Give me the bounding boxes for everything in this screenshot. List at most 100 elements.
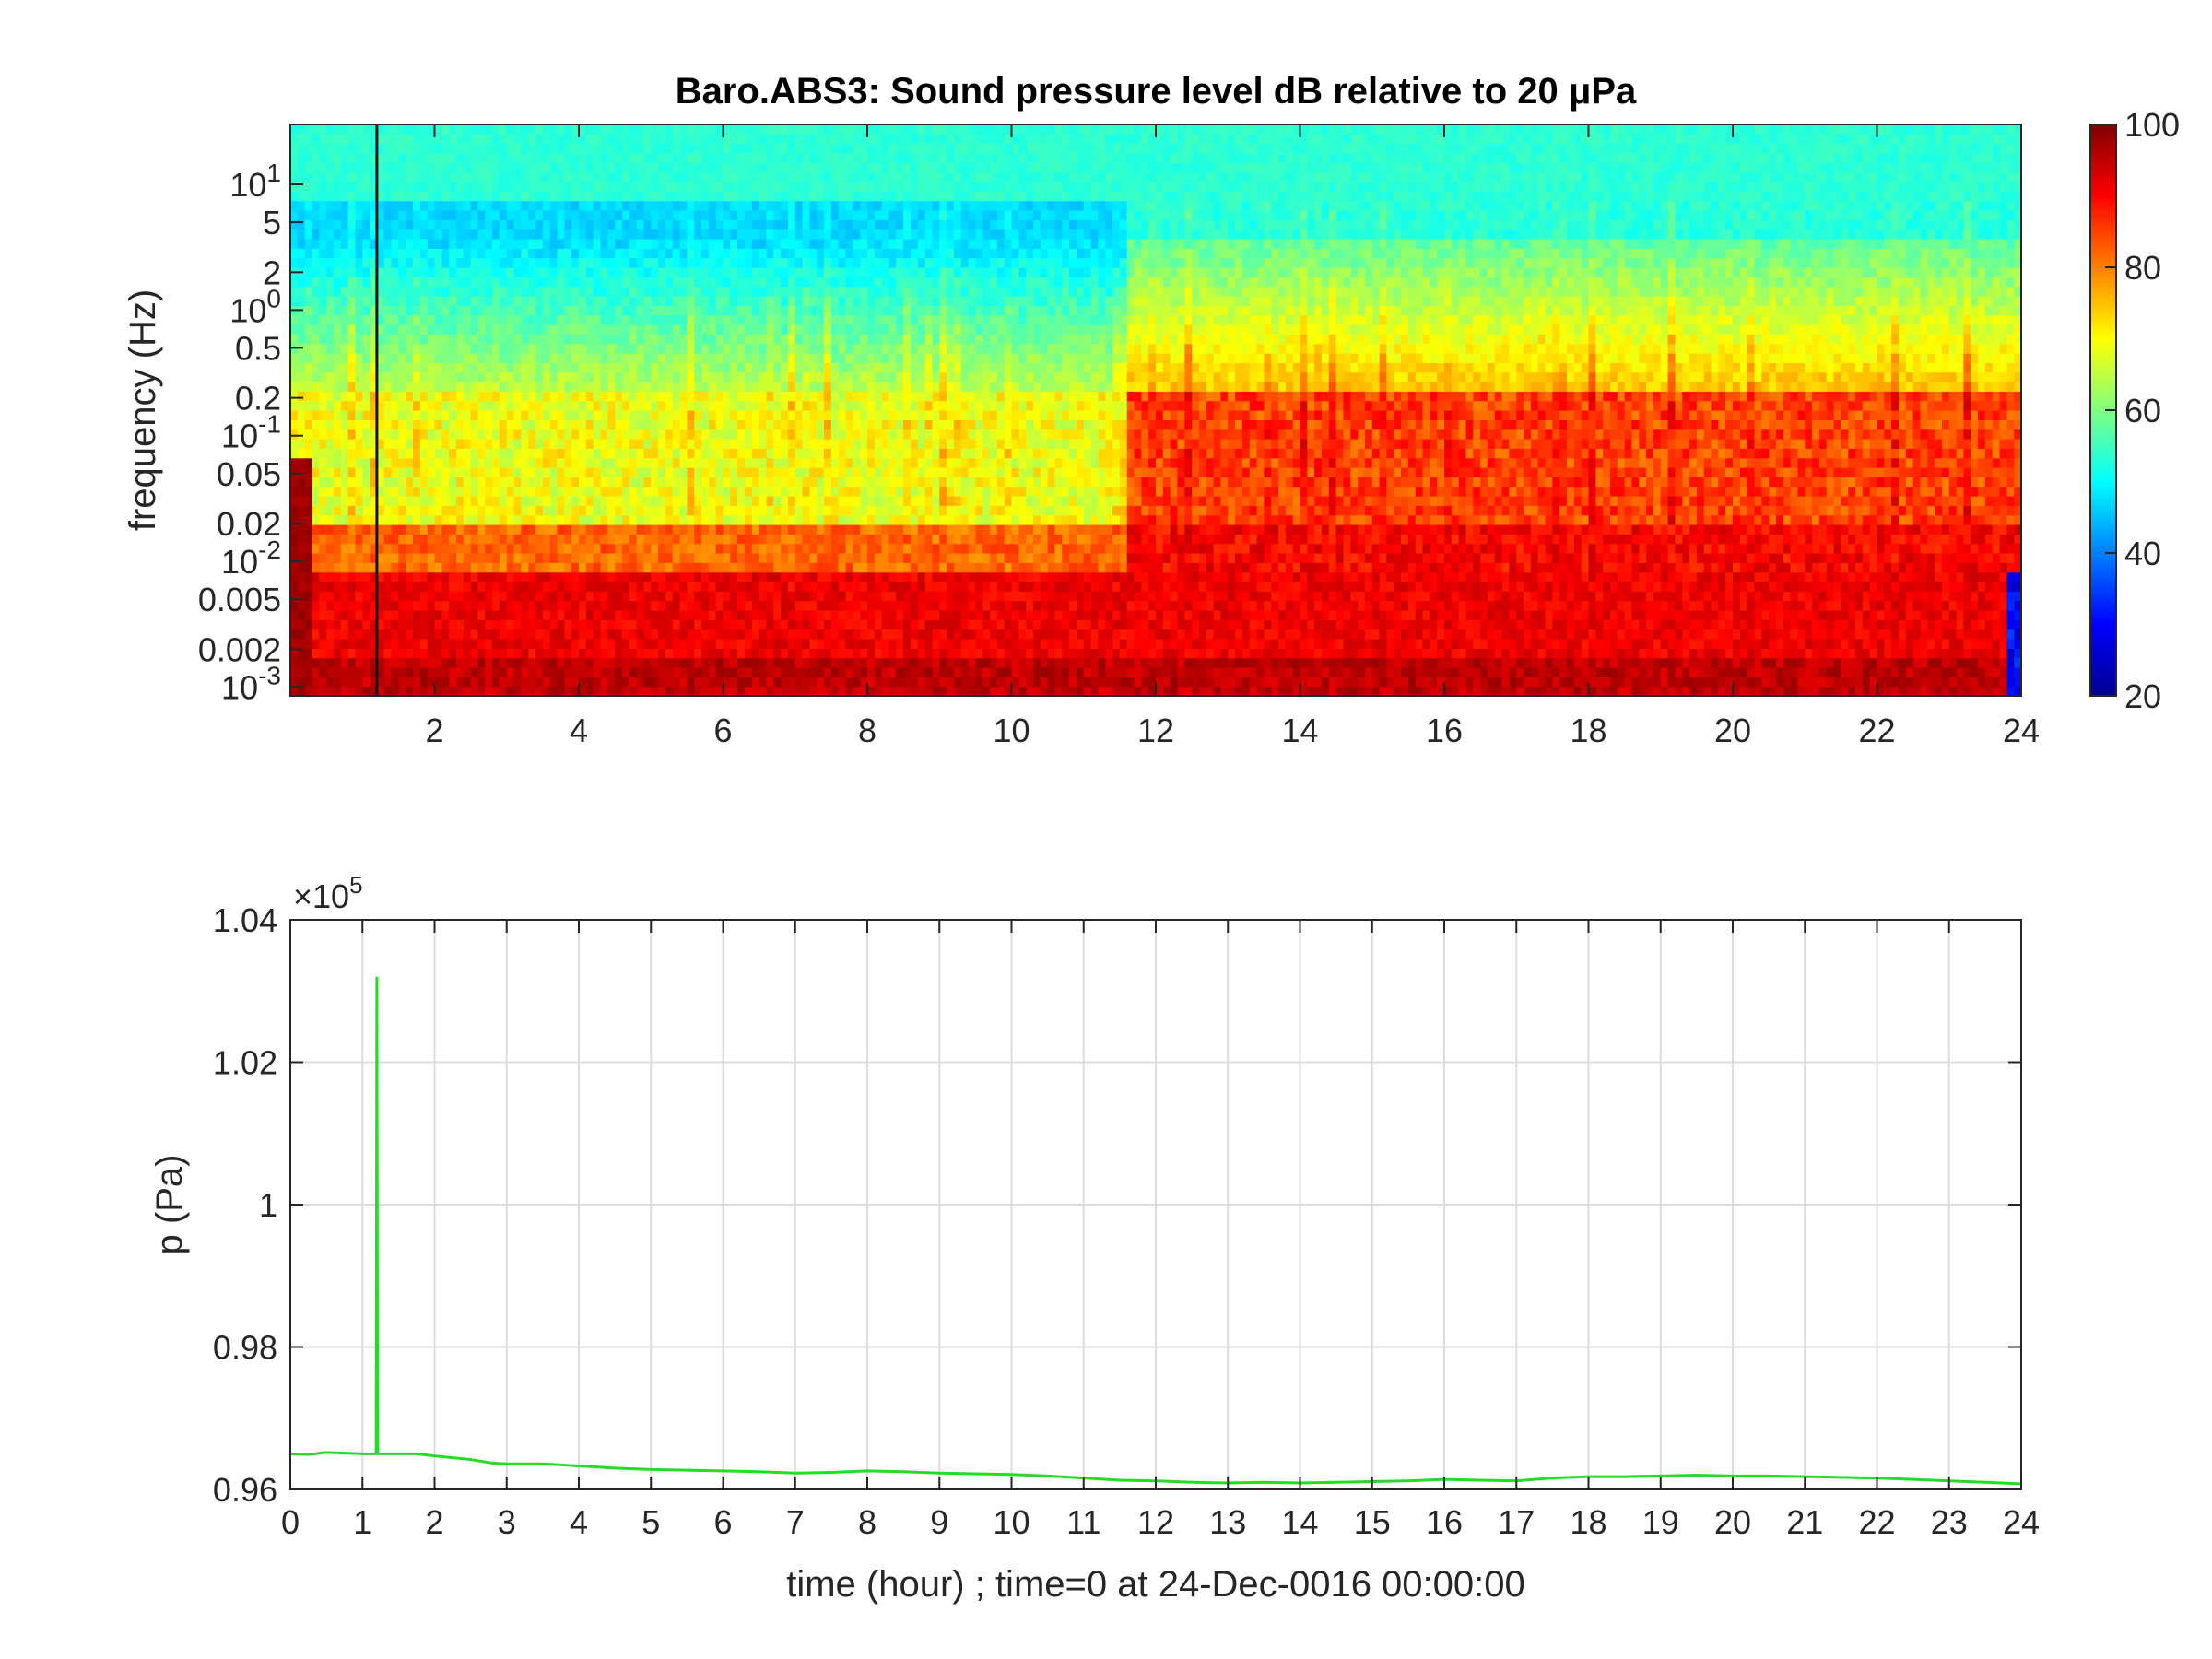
heatmap-cell bbox=[737, 334, 746, 345]
heatmap-cell bbox=[549, 239, 559, 249]
heatmap-cell bbox=[376, 182, 385, 192]
heatmap-cell bbox=[319, 514, 327, 525]
heatmap-cell bbox=[853, 219, 861, 230]
heatmap-cell bbox=[557, 562, 565, 573]
heatmap-cell bbox=[434, 305, 442, 316]
heatmap-cell bbox=[441, 286, 450, 297]
heatmap-cell bbox=[333, 134, 342, 145]
heatmap-cell bbox=[723, 257, 731, 268]
heatmap-cell bbox=[658, 182, 666, 192]
heatmap-cell bbox=[874, 286, 883, 297]
heatmap-cell bbox=[557, 448, 565, 459]
heatmap-cell bbox=[830, 571, 840, 582]
heatmap-cell bbox=[579, 677, 587, 688]
heatmap-cell bbox=[549, 629, 559, 640]
heatmap-cell bbox=[867, 505, 876, 516]
heatmap-cell bbox=[492, 162, 500, 173]
heatmap-cell bbox=[773, 229, 782, 240]
heatmap-cell bbox=[557, 524, 565, 535]
heatmap-cell bbox=[441, 267, 450, 277]
heatmap-cell bbox=[694, 534, 702, 545]
heatmap-cell bbox=[600, 582, 608, 592]
heatmap-cell bbox=[658, 334, 666, 345]
heatmap-cell bbox=[607, 134, 616, 145]
heatmap-cell bbox=[881, 219, 890, 230]
heatmap-cell bbox=[643, 667, 652, 677]
heatmap-cell bbox=[658, 648, 666, 659]
heatmap-cell bbox=[759, 400, 768, 411]
heatmap-cell bbox=[643, 124, 652, 135]
heatmap-cell bbox=[290, 639, 299, 649]
heatmap-cell bbox=[434, 219, 442, 230]
heatmap-cell bbox=[470, 182, 479, 192]
heatmap-cell bbox=[434, 524, 442, 535]
heatmap-cell bbox=[766, 582, 774, 592]
heatmap-cell bbox=[564, 229, 572, 240]
heatmap-cell bbox=[781, 200, 789, 211]
heatmap-cell bbox=[615, 305, 623, 316]
heatmap-cell bbox=[297, 286, 306, 297]
heatmap-cell bbox=[874, 200, 883, 211]
heatmap-cell bbox=[376, 267, 385, 277]
heatmap-cell bbox=[376, 305, 385, 316]
heatmap-cell bbox=[398, 600, 406, 611]
heatmap-cell bbox=[824, 382, 832, 392]
heatmap-cell bbox=[723, 610, 731, 620]
heatmap-cell bbox=[787, 534, 796, 545]
heatmap-cell bbox=[406, 314, 414, 325]
heatmap-cell bbox=[679, 610, 688, 620]
heatmap-cell bbox=[658, 619, 666, 630]
heatmap-cell bbox=[881, 648, 890, 659]
heatmap-cell bbox=[319, 239, 327, 249]
heatmap-cell bbox=[593, 639, 602, 649]
heatmap-cell bbox=[824, 639, 832, 649]
heatmap-cell bbox=[333, 371, 342, 382]
heatmap-cell bbox=[723, 200, 731, 211]
heatmap-cell bbox=[449, 677, 457, 688]
heatmap-cell bbox=[817, 219, 825, 230]
heatmap-cell bbox=[513, 486, 523, 497]
heatmap-cell bbox=[629, 143, 638, 154]
heatmap-cell bbox=[751, 686, 760, 696]
heatmap-cell bbox=[513, 457, 523, 468]
heatmap-cell bbox=[333, 219, 342, 230]
heatmap-cell bbox=[730, 457, 738, 468]
heatmap-cell bbox=[434, 371, 442, 382]
heatmap-cell bbox=[830, 514, 840, 525]
heatmap-cell bbox=[629, 191, 638, 202]
heatmap-cell bbox=[542, 182, 551, 192]
heatmap-cell bbox=[629, 562, 638, 573]
heatmap-cell bbox=[499, 591, 508, 602]
heatmap-cell bbox=[672, 677, 681, 688]
heatmap-cell bbox=[376, 514, 385, 525]
heatmap-cell bbox=[419, 419, 429, 430]
heatmap-cell bbox=[391, 496, 399, 506]
heatmap-cell bbox=[434, 296, 442, 306]
heatmap-cell bbox=[781, 686, 789, 696]
heatmap-cell bbox=[838, 200, 847, 211]
heatmap-cell bbox=[391, 514, 399, 525]
heatmap-cell bbox=[355, 229, 363, 240]
heatmap-cell bbox=[802, 286, 811, 297]
heatmap-cell bbox=[419, 382, 429, 392]
heatmap-cell bbox=[737, 134, 746, 145]
heatmap-cell bbox=[593, 305, 602, 316]
heatmap-cell bbox=[528, 534, 536, 545]
heatmap-cell bbox=[427, 514, 436, 525]
heatmap-cell bbox=[549, 324, 559, 335]
heatmap-cell bbox=[766, 553, 774, 563]
heatmap-cell bbox=[694, 305, 702, 316]
heatmap-cell bbox=[600, 334, 608, 345]
heatmap-cell bbox=[687, 505, 695, 516]
heatmap-cell bbox=[853, 496, 861, 506]
heatmap-cell bbox=[347, 448, 357, 459]
heatmap-cell bbox=[672, 419, 681, 430]
heatmap-cell bbox=[585, 629, 594, 640]
heatmap-cell bbox=[658, 210, 666, 220]
heatmap-cell bbox=[398, 134, 406, 145]
heatmap-cell bbox=[651, 543, 659, 554]
heatmap-cell bbox=[621, 210, 630, 220]
heatmap-cell bbox=[636, 619, 645, 630]
heatmap-cell bbox=[809, 514, 818, 525]
heatmap-cell bbox=[665, 182, 674, 192]
